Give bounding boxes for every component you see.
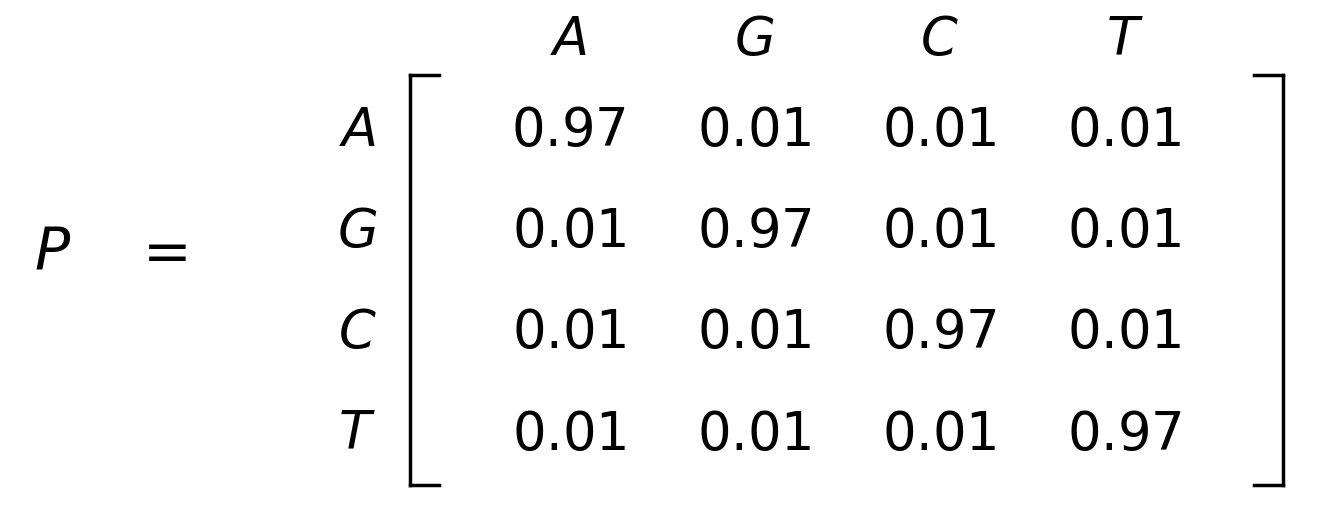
Text: $0.97$: $0.97$: [882, 308, 996, 359]
Text: $T$: $T$: [339, 409, 376, 460]
Text: $G$: $G$: [337, 207, 377, 258]
Text: $A$: $A$: [550, 15, 587, 66]
Text: $0.97$: $0.97$: [697, 207, 811, 258]
Text: $G$: $G$: [734, 15, 774, 66]
Text: $0.01$: $0.01$: [697, 308, 811, 359]
Text: $0.01$: $0.01$: [1068, 308, 1181, 359]
Text: $0.01$: $0.01$: [697, 106, 811, 157]
Text: $0.01$: $0.01$: [512, 308, 626, 359]
Text: $0.01$: $0.01$: [512, 207, 626, 258]
Text: $0.01$: $0.01$: [697, 409, 811, 460]
Text: $0.97$: $0.97$: [512, 106, 626, 157]
Text: $0.01$: $0.01$: [1068, 106, 1181, 157]
Text: $T$: $T$: [1106, 15, 1143, 66]
Text: $0.01$: $0.01$: [882, 207, 996, 258]
Text: $C$: $C$: [919, 15, 959, 66]
Text: $0.01$: $0.01$: [882, 106, 996, 157]
Text: $C$: $C$: [337, 308, 377, 359]
Text: $0.01$: $0.01$: [882, 409, 996, 460]
Text: $=$: $=$: [131, 225, 187, 280]
Text: $A$: $A$: [339, 106, 376, 157]
Text: $P$: $P$: [34, 224, 71, 281]
Text: $0.97$: $0.97$: [1068, 409, 1181, 460]
Text: $0.01$: $0.01$: [512, 409, 626, 460]
Text: $0.01$: $0.01$: [1068, 207, 1181, 258]
